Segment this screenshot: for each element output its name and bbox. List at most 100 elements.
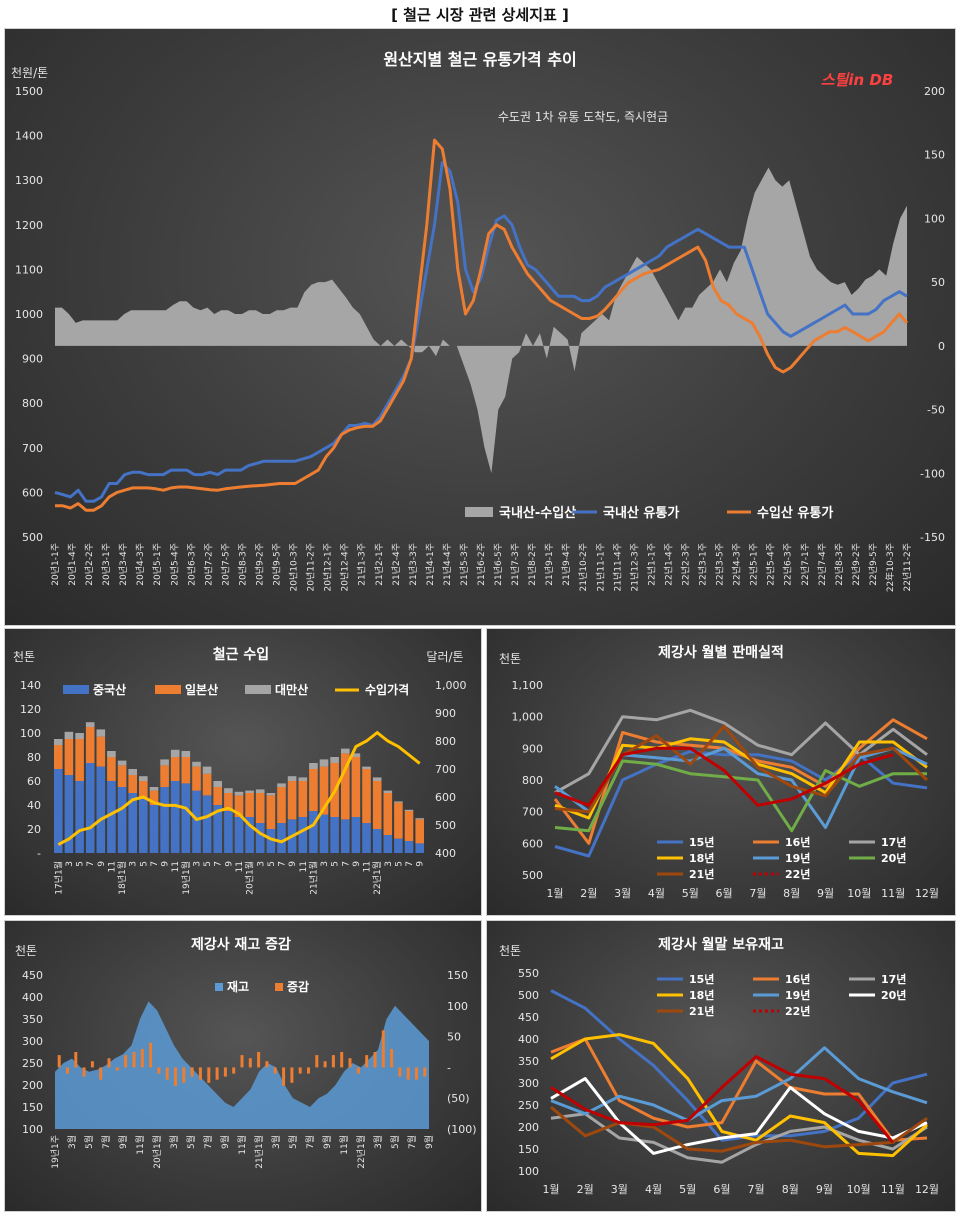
y-tick-label: 300 bbox=[518, 1077, 539, 1090]
bar-change bbox=[348, 1058, 352, 1068]
bar-taiwan bbox=[362, 766, 371, 769]
legend-swatch bbox=[215, 983, 223, 991]
bar-change bbox=[182, 1067, 186, 1083]
x-tick-label: 22년2-3주 bbox=[681, 543, 692, 586]
chart-subtitle: 수도권 1차 유통 도착도, 즉시현금 bbox=[498, 110, 668, 124]
legend-label: 재고 bbox=[227, 980, 249, 994]
x-tick-label: 1월 bbox=[542, 1183, 559, 1196]
y-tick-label: 100 bbox=[20, 727, 41, 740]
x-tick-label: 20년1월 bbox=[244, 861, 256, 895]
y2-tick-label: -50 bbox=[927, 404, 945, 417]
bar-change bbox=[415, 1067, 418, 1080]
bar-taiwan bbox=[224, 788, 233, 793]
x-tick-label: 4월 bbox=[645, 1183, 662, 1196]
x-tick-label: 21년2-4주 bbox=[391, 543, 402, 586]
bar-china bbox=[85, 763, 95, 853]
bar-japan bbox=[181, 757, 191, 784]
x-tick-label: 22년3-1주 bbox=[698, 543, 709, 586]
x-tick-label: 11 bbox=[299, 861, 309, 872]
bar-china bbox=[139, 799, 148, 853]
bar-taiwan bbox=[319, 759, 329, 767]
x-tick-label: 11월 bbox=[134, 1135, 146, 1155]
y-tick-label: 1,100 bbox=[512, 679, 544, 692]
x-tick-label: 22년6-3주 bbox=[783, 543, 794, 586]
x-tick-label: 22년1-4주 bbox=[663, 543, 674, 586]
bar-japan bbox=[351, 757, 361, 817]
bar-japan bbox=[245, 793, 254, 817]
bar-change bbox=[323, 1061, 327, 1068]
x-tick-label: 5 bbox=[139, 861, 149, 867]
x-tick-label: 11월 bbox=[236, 1135, 248, 1155]
bar-taiwan bbox=[107, 751, 116, 757]
bar-japan bbox=[372, 781, 382, 829]
bar-japan bbox=[213, 787, 222, 805]
bar-change bbox=[74, 1052, 78, 1068]
legend-label: 16년 bbox=[785, 835, 810, 849]
legend-label: 중국산 bbox=[93, 682, 126, 697]
bar-japan bbox=[255, 793, 265, 823]
bar-taiwan bbox=[139, 776, 148, 781]
bar-japan bbox=[224, 793, 233, 811]
chart-title: 제강사 재고 증감 bbox=[191, 936, 291, 953]
y-tick-label: 1100 bbox=[15, 263, 43, 276]
x-tick-label: 21년9-1주 bbox=[544, 543, 555, 586]
bar-change bbox=[140, 1048, 144, 1068]
monthly-inventory-panel: 제강사 월말 보유재고 천톤 100 150 200 250 300 350 400 450 500… bbox=[486, 920, 956, 1212]
series-line-20년 bbox=[554, 759, 927, 833]
y-tick-label: 800 bbox=[22, 397, 43, 410]
legend-label: 22년 bbox=[785, 1004, 810, 1018]
series-line-22년 bbox=[554, 746, 894, 807]
x-tick-label: 21년1월 bbox=[307, 861, 319, 895]
y2-tick-label: 400 bbox=[435, 847, 456, 860]
bar-change bbox=[190, 1067, 194, 1077]
y-tick-label: 800 bbox=[522, 774, 543, 787]
bar-change bbox=[232, 1067, 236, 1074]
bar-taiwan bbox=[85, 722, 95, 727]
x-tick-label: 20년10-3주 bbox=[289, 543, 300, 591]
bar-china bbox=[64, 775, 74, 853]
x-tick-label: 11 bbox=[235, 861, 245, 872]
y-tick-label: 150 bbox=[22, 1101, 43, 1114]
x-tick-label: 7 bbox=[341, 861, 351, 867]
bar-change bbox=[157, 1067, 161, 1074]
bar-china bbox=[149, 805, 159, 853]
x-tick-label: 20년3-4주 bbox=[118, 543, 129, 586]
legend-label: 15년 bbox=[689, 835, 714, 849]
x-tick-label: 5월 bbox=[679, 1183, 696, 1196]
x-tick-label: 5 bbox=[267, 861, 277, 867]
x-tick-label: 7월 bbox=[304, 1135, 316, 1149]
legend-label: 19년 bbox=[785, 851, 810, 865]
y-tick-label: 150 bbox=[518, 1143, 539, 1156]
series-line-import bbox=[55, 138, 909, 512]
bar-china bbox=[394, 838, 403, 853]
legend-label: 일본산 bbox=[185, 682, 218, 697]
bar-change bbox=[423, 1067, 427, 1077]
bar-taiwan bbox=[234, 791, 244, 796]
x-tick-label: 20년12-4주 bbox=[340, 543, 351, 591]
y-tick-label: 450 bbox=[22, 969, 43, 982]
x-tick-label: 21년6-2주 bbox=[476, 543, 487, 586]
x-tick-label: 3 bbox=[256, 861, 266, 867]
bar-change bbox=[149, 1042, 153, 1068]
bar-change bbox=[248, 1058, 252, 1068]
bar-japan bbox=[287, 781, 297, 820]
x-tick-label: 20년9-2주 bbox=[255, 543, 266, 586]
x-tick-label: 11월 bbox=[338, 1135, 350, 1155]
bar-japan bbox=[54, 745, 63, 769]
bar-change bbox=[390, 1048, 394, 1068]
x-tick-label: 9 bbox=[161, 861, 171, 867]
legend-label: 수입산 유통가 bbox=[757, 505, 833, 521]
y-tick-label: 700 bbox=[22, 442, 43, 455]
x-tick-label: 10월 bbox=[847, 1183, 871, 1196]
y2-tick-label: 600 bbox=[435, 791, 456, 804]
legend-label: 20년 bbox=[881, 851, 906, 865]
x-tick-label: 9 bbox=[416, 861, 426, 867]
x-tick-label: 21년2-1주 bbox=[374, 543, 385, 586]
x-tick-label: 20년2-2주 bbox=[84, 543, 95, 586]
x-tick-label: 2월 bbox=[577, 1183, 594, 1196]
bar-taiwan bbox=[202, 766, 212, 774]
y-tick-label: 140 bbox=[20, 679, 41, 692]
bar-taiwan bbox=[266, 793, 276, 796]
x-tick-label: 3월 bbox=[611, 1183, 628, 1196]
bar-change bbox=[107, 1058, 111, 1068]
